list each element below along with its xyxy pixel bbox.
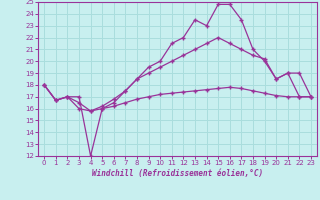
X-axis label: Windchill (Refroidissement éolien,°C): Windchill (Refroidissement éolien,°C) xyxy=(92,169,263,178)
